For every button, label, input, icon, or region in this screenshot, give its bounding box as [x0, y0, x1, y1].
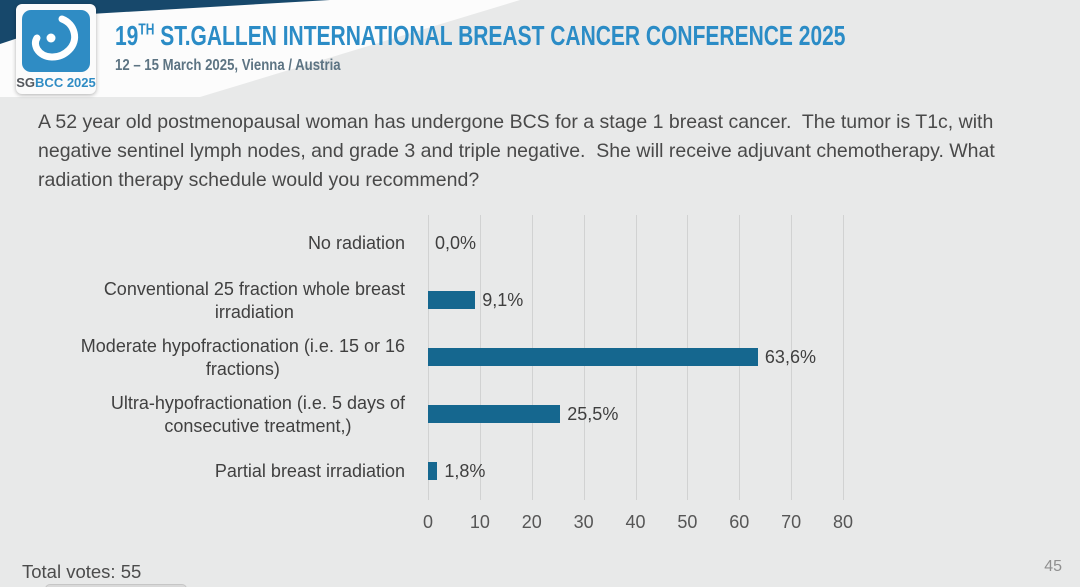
x-axis-tick: 20 [521, 512, 542, 532]
logo-caption: SGBCC 2025 [16, 75, 96, 90]
total-votes-label: Total votes: 55 [22, 561, 142, 582]
x-axis-tick: 50 [677, 512, 698, 532]
category-label: Moderate hypofractionation (i.e. 15 or 1… [80, 335, 405, 379]
logo-caption-rest: BCC 2025 [35, 75, 96, 90]
bar [428, 462, 438, 480]
value-label: 9,1% [482, 290, 524, 310]
gridline [843, 215, 844, 500]
value-label: 0,0% [435, 233, 477, 253]
question-text: A 52 year old postmenopausal woman has u… [38, 111, 1001, 191]
category-label: Ultra-hypofractionation (i.e. 5 days of … [110, 392, 405, 436]
x-axis: 0 10 20 30 40 50 60 70 80 [0, 500, 1080, 540]
title-rest: ST.GALLEN INTERNATIONAL BREAST CANCER CO… [154, 20, 846, 51]
poll-bar-chart: No radiation 0,0% Conventional 25 fraction… [0, 215, 1080, 545]
chart-row: No radiation 0,0% [0, 215, 1080, 272]
logo-badge [22, 10, 90, 72]
conference-logo: SGBCC 2025 [16, 4, 96, 94]
chart-row: Moderate hypofractionation (i.e. 15 or 1… [0, 329, 1080, 386]
x-axis-tick: 80 [832, 512, 854, 532]
title-prefix: 19 [115, 20, 139, 51]
breast-logo-icon [32, 15, 79, 61]
chart-row: Ultra-hypofractionation (i.e. 5 days of … [0, 386, 1080, 443]
page-number: 45 [1044, 558, 1062, 575]
title-ordinal: TH [138, 21, 155, 39]
x-axis-tick: 30 [573, 512, 594, 532]
chart-row: Conventional 25 fraction whole breast ir… [0, 272, 1080, 329]
x-axis-tick: 60 [729, 512, 750, 532]
x-axis-tick: 0 [422, 512, 434, 532]
conference-dates: 12 – 15 March 2025, Vienna / Austria [115, 57, 341, 74]
gridline [791, 215, 793, 500]
bar [428, 405, 561, 423]
value-label: 63,6% [764, 347, 816, 367]
category-label: No radiation [307, 233, 405, 253]
x-axis-tick: 70 [781, 512, 802, 532]
value-label: 1,8% [444, 461, 486, 481]
chart-row: Partial breast irradiation 1,8% [0, 443, 1080, 500]
bar [428, 348, 758, 366]
value-label: 25,5% [567, 404, 619, 424]
logo-caption-sg: SG [16, 75, 36, 90]
conference-title: 19TH ST.GALLEN INTERNATIONAL BREAST CANC… [115, 20, 845, 52]
x-axis-tick: 10 [469, 512, 490, 532]
category-label: Conventional 25 fraction whole breast ir… [103, 278, 405, 322]
bar [428, 291, 476, 309]
category-label: Partial breast irradiation [214, 461, 405, 481]
x-axis-tick: 40 [625, 512, 646, 532]
